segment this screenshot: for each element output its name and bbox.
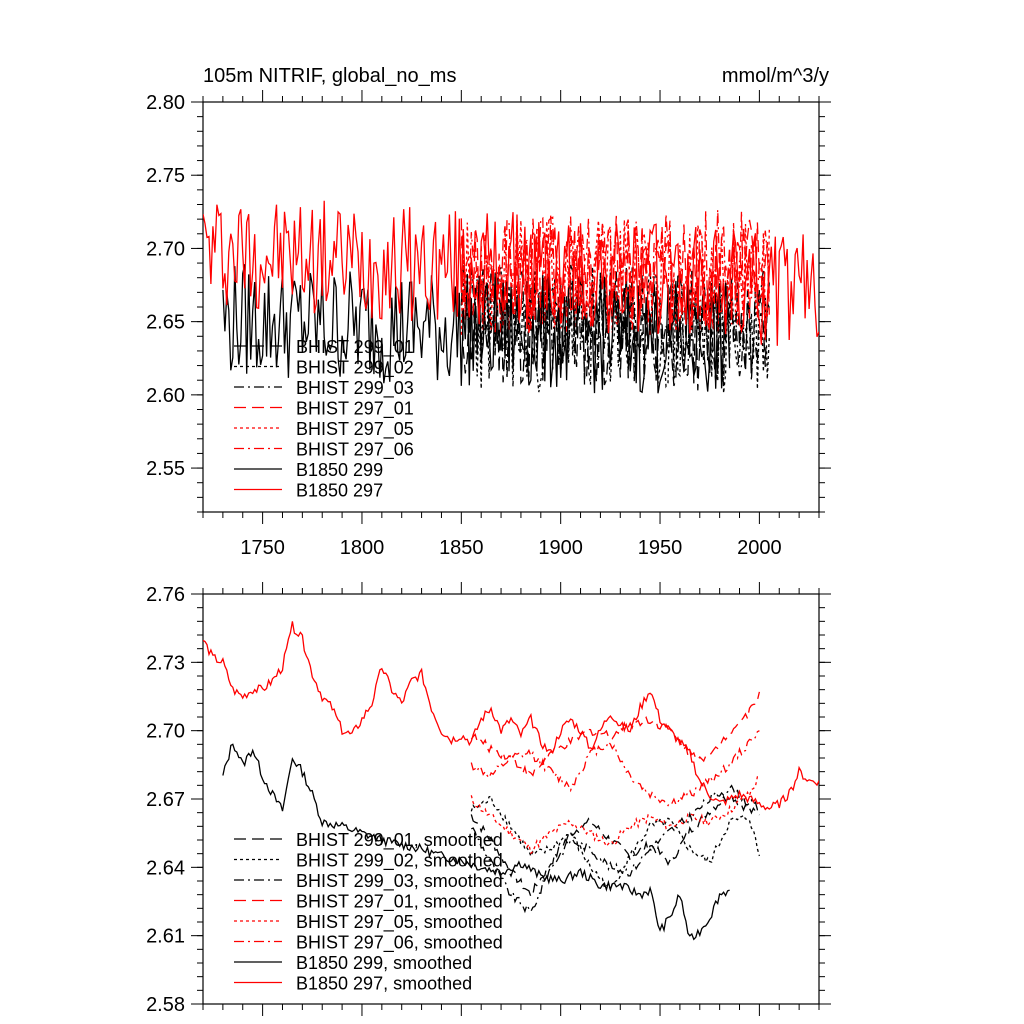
bottom-panel-legend-label: BHIST 297_06, smoothed [296, 933, 503, 954]
bottom-panel-legend-label: BHIST 299_01, smoothed [296, 830, 503, 851]
top-panel: 1750 1800 1850 1900 1950 2000 2.55 2.60 2.65 2.70… [146, 90, 831, 559]
top-panel-legend-label: BHIST 297_01 [296, 399, 414, 420]
top-panel-legend-label: B1850 297 [296, 481, 383, 501]
bottom-panel-legend-label: B1850 299, smoothed [296, 953, 472, 973]
bottom-panel-y-tick-label: 2.70 [146, 721, 185, 743]
top-panel-legend-label: BHIST 297_06 [296, 440, 414, 461]
bottom-panel-y-tick-label: 2.64 [146, 857, 185, 879]
bottom-panel-series-line [470, 775, 760, 855]
top-panel-legend-label: BHIST 299_02 [296, 358, 414, 379]
bottom-panel-series-lines [203, 621, 819, 941]
bottom-panel-legend-label: BHIST 297_05, smoothed [296, 912, 503, 933]
bottom-panel-y-tick-label: 2.76 [146, 584, 185, 606]
top-panel-x-tick-label: 1750 [240, 537, 285, 559]
bottom-panel: 2.58 2.61 2.64 2.67 2.70 2.73 2.76 BHIST 299_01… [146, 582, 831, 1016]
bottom-panel-series-line [470, 793, 760, 898]
top-panel-series-line [222, 264, 731, 394]
bottom-panel-y-tick-label: 2.61 [146, 926, 185, 948]
top-panel-y-tick-label: 2.80 [146, 92, 185, 114]
top-panel-x-tick-label: 1950 [638, 537, 683, 559]
bottom-panel-legend-label: BHIST 299_02, smoothed [296, 851, 503, 872]
bottom-panel-y-tick-label: 2.67 [146, 789, 185, 811]
bottom-panel-series-line [222, 743, 730, 941]
top-panel-units: mmol/m^3/y [722, 65, 829, 87]
top-panel-series-lines [203, 200, 819, 394]
top-panel-series-line [460, 264, 770, 383]
top-panel-y-tick-label: 2.70 [146, 238, 185, 260]
bottom-panel-series-line [470, 691, 761, 778]
top-panel-y-tick-label: 2.75 [146, 165, 185, 187]
top-panel-series-line [203, 200, 819, 346]
bottom-panel-y-tick-label: 2.58 [146, 994, 185, 1016]
bottom-panel-series-line [471, 784, 760, 914]
top-panel-legend-label: BHIST 297_05 [296, 419, 414, 440]
top-panel-y-tick-label: 2.60 [146, 385, 185, 407]
top-panel-x-tick-label: 1850 [439, 537, 484, 559]
top-panel-title: 105m NITRIF, global_no_ms [203, 65, 456, 87]
bottom-panel-y-tick-label: 2.73 [146, 652, 185, 674]
bottom-panel-legend-label: B1850 297, smoothed [296, 974, 472, 994]
top-panel-legend-label: BHIST 299_03 [296, 378, 414, 399]
bottom-panel-legend-label: BHIST 299_03, smoothed [296, 871, 503, 892]
top-panel-x-tick-label: 1800 [340, 537, 385, 559]
bottom-panel-legend-label: BHIST 297_01, smoothed [296, 892, 503, 913]
top-panel-legend-label: BHIST 299_01 [296, 337, 414, 358]
top-panel-x-tick-label: 1900 [538, 537, 583, 559]
top-panel-x-tick-label: 2000 [737, 537, 782, 559]
bottom-panel-series-line [470, 795, 761, 892]
top-panel-y-tick-label: 2.65 [146, 312, 185, 334]
bottom-panel-series-line [203, 621, 819, 811]
top-panel-series-line [460, 209, 770, 333]
top-panel-legend-label: B1850 299 [296, 460, 383, 480]
top-panel-y-tick-label: 2.55 [146, 458, 185, 480]
bottom-panel-series-line [470, 730, 760, 807]
